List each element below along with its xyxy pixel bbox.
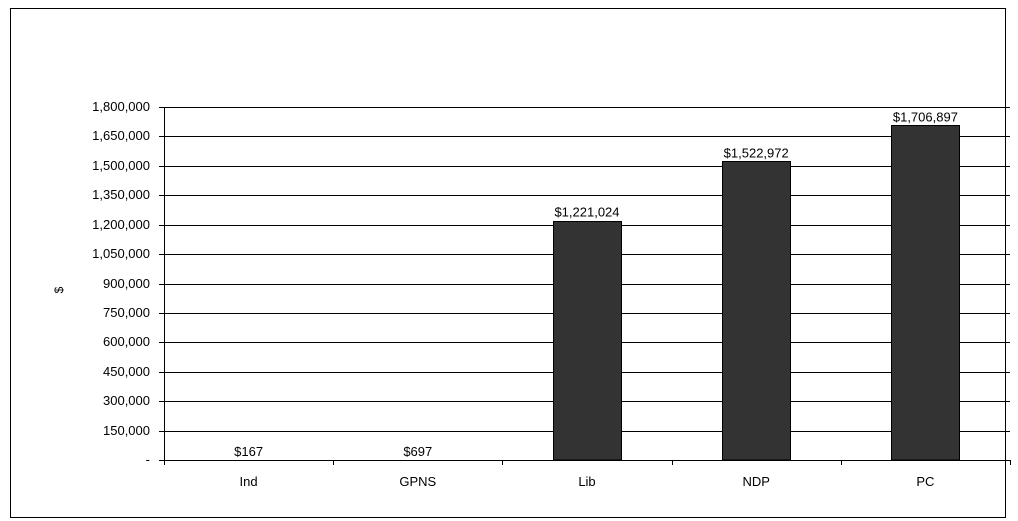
axes	[159, 107, 1011, 465]
y-tick-label: 900,000	[103, 276, 150, 291]
y-tick-label: 750,000	[103, 305, 150, 320]
data-label: $1,522,972	[724, 145, 789, 160]
y-tick-label: 1,200,000	[92, 217, 150, 232]
bar	[891, 125, 960, 461]
y-tick-label: 1,500,000	[92, 158, 150, 173]
chart-frame	[10, 8, 1006, 518]
y-tick-label: 300,000	[103, 393, 150, 408]
data-label: $1,706,897	[893, 109, 958, 124]
data-label: $697	[403, 444, 432, 459]
y-tick-label: 600,000	[103, 334, 150, 349]
y-axis-title: $	[52, 286, 66, 293]
x-tick-label: NDP	[742, 474, 769, 489]
bar	[553, 221, 622, 461]
x-tick-label: GPNS	[399, 474, 436, 489]
bar	[722, 161, 791, 461]
y-tick-label: 1,350,000	[92, 187, 150, 202]
x-tick-label: PC	[916, 474, 934, 489]
y-tick-label: 1,800,000	[92, 99, 150, 114]
x-tick-label: Ind	[240, 474, 258, 489]
data-label: $1,221,024	[554, 205, 619, 220]
gridlines	[164, 107, 1010, 432]
y-tick-label: -	[146, 452, 150, 467]
labels: - 150,000 300,000 450,000 600,000 750,000 900,…	[92, 99, 958, 489]
y-tick-label: 150,000	[103, 423, 150, 438]
bars	[553, 125, 960, 461]
y-tick-label: 1,650,000	[92, 128, 150, 143]
y-tick-label: 1,050,000	[92, 246, 150, 261]
y-tick-label: 450,000	[103, 364, 150, 379]
data-label: $167	[234, 444, 263, 459]
x-tick-label: Lib	[578, 474, 595, 489]
